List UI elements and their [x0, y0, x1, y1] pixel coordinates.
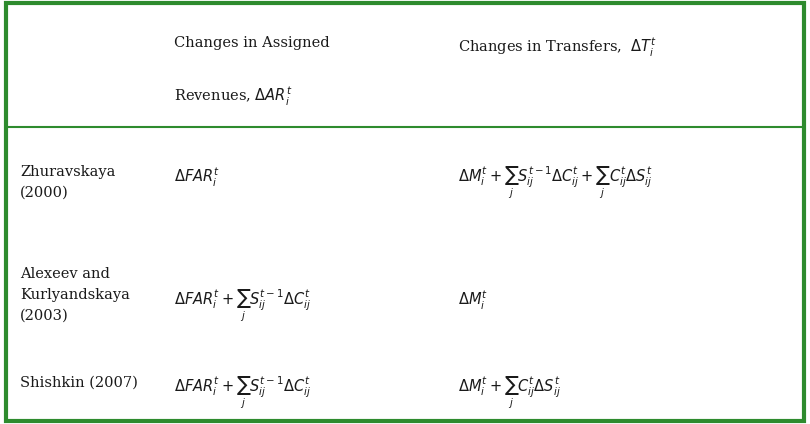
- Text: $\Delta M_i^t + \sum_j C_{ij}^t \Delta S_{ij}^t$: $\Delta M_i^t + \sum_j C_{ij}^t \Delta S…: [458, 375, 561, 411]
- Text: Revenues, $\Delta AR_i^t$: Revenues, $\Delta AR_i^t$: [174, 85, 292, 108]
- Text: $\Delta M_i^t$: $\Delta M_i^t$: [458, 288, 488, 312]
- Text: Zhuravskaya
(2000): Zhuravskaya (2000): [20, 165, 116, 200]
- Text: $\Delta FAR_i^t + \sum_j S_{ij}^{t-1} \Delta C_{ij}^t$: $\Delta FAR_i^t + \sum_j S_{ij}^{t-1} \D…: [174, 375, 312, 411]
- Text: Shishkin (2007): Shishkin (2007): [20, 375, 139, 389]
- Text: Changes in Assigned: Changes in Assigned: [174, 36, 330, 50]
- Text: $\Delta FAR_i^t$: $\Delta FAR_i^t$: [174, 165, 220, 189]
- Text: $\Delta FAR_i^t + \sum_j S_{ij}^{t-1} \Delta C_{ij}^t$: $\Delta FAR_i^t + \sum_j S_{ij}^{t-1} \D…: [174, 288, 312, 324]
- Text: $\Delta M_i^t + \sum_j S_{ij}^{t-1} \Delta C_{ij}^t + \sum_j C_{ij}^t \Delta S_{: $\Delta M_i^t + \sum_j S_{ij}^{t-1} \Del…: [458, 165, 652, 201]
- Text: Alexeev and
Kurlyandskaya
(2003): Alexeev and Kurlyandskaya (2003): [20, 267, 130, 322]
- Text: Changes in Transfers,  $\Delta T_i^t$: Changes in Transfers, $\Delta T_i^t$: [458, 36, 657, 59]
